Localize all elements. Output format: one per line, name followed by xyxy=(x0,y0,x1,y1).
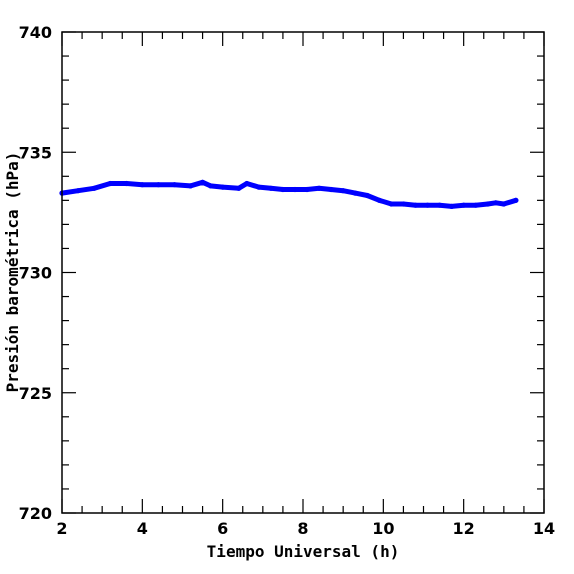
x-tick-label: 2 xyxy=(56,519,67,538)
data-point xyxy=(75,188,81,194)
data-point xyxy=(473,202,479,208)
data-point xyxy=(220,184,226,190)
x-tick-label: 14 xyxy=(533,519,555,538)
data-point xyxy=(493,200,499,206)
pressure-series-line xyxy=(59,179,519,209)
data-point xyxy=(139,182,145,188)
y-tick-label: 720 xyxy=(19,504,52,523)
y-tick-label: 725 xyxy=(19,384,52,403)
data-point xyxy=(304,186,310,193)
x-tick-label: 6 xyxy=(217,519,228,538)
data-point xyxy=(449,203,455,209)
x-tick-label: 10 xyxy=(372,519,394,538)
data-point xyxy=(256,184,262,190)
data-point xyxy=(513,197,519,203)
plot-frame xyxy=(61,31,545,514)
x-tick-label: 12 xyxy=(453,519,475,538)
data-point xyxy=(501,201,507,207)
data-point xyxy=(155,182,161,188)
data-point xyxy=(244,180,250,187)
data-point xyxy=(388,201,394,207)
y-tick-label: 735 xyxy=(19,143,52,162)
data-point xyxy=(200,179,206,185)
data-point xyxy=(376,197,382,203)
data-point xyxy=(123,180,129,187)
data-point xyxy=(107,180,113,187)
series-layer xyxy=(59,179,519,209)
data-point xyxy=(352,190,358,196)
data-point xyxy=(461,202,467,208)
data-point xyxy=(328,186,334,193)
data-point xyxy=(485,201,491,207)
data-point xyxy=(91,185,97,191)
data-point xyxy=(171,182,178,188)
data-point xyxy=(364,192,370,199)
data-point xyxy=(437,202,443,208)
data-point xyxy=(280,186,286,193)
x-tick-label: 4 xyxy=(137,519,148,538)
y-tick-label: 740 xyxy=(19,23,52,42)
data-point xyxy=(208,183,214,189)
data-point xyxy=(424,202,431,208)
y-axis-label: Presión barométrica (hPa) xyxy=(3,152,22,393)
data-point xyxy=(412,202,419,208)
data-point xyxy=(400,201,406,207)
y-tick-label: 730 xyxy=(19,264,52,283)
data-point xyxy=(316,185,322,191)
axis-ticks xyxy=(61,31,545,514)
tick-labels: 2 4 6 8 10 12 14 720 725 730 735 740 xyxy=(19,23,556,538)
data-point xyxy=(236,185,242,191)
data-point xyxy=(340,188,346,194)
x-axis-label: Tiempo Universal (h) xyxy=(207,542,400,561)
data-point xyxy=(268,185,274,191)
data-point xyxy=(187,183,194,189)
data-point xyxy=(292,186,298,193)
x-tick-label: 8 xyxy=(297,519,308,538)
